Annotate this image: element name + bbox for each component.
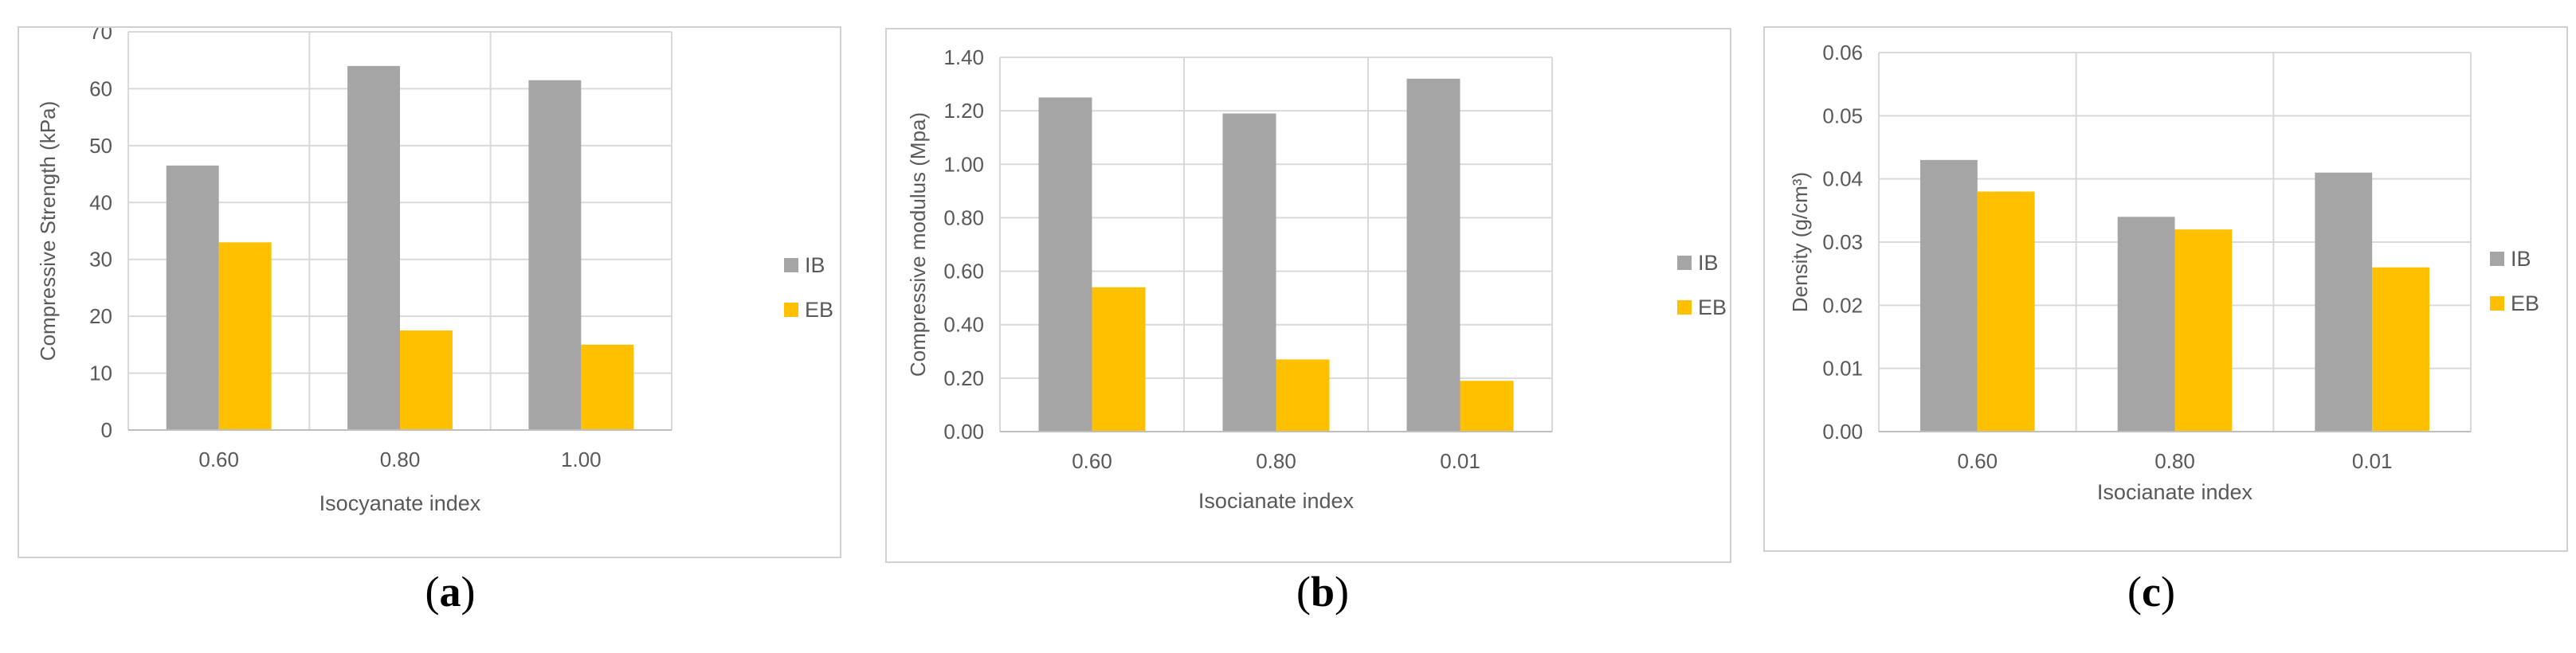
legend-label-eb: EB — [805, 298, 833, 322]
bar-eb — [1276, 359, 1330, 432]
y-tick-label: 1.40 — [943, 45, 984, 69]
chart-panel-b: 0.00 0.20 0.40 0.60 0.80 1.00 1.20 1.40 0.60 0.80… — [885, 28, 1731, 563]
x-tick-label: 0.80 — [1256, 449, 1296, 473]
legend-swatch-eb — [1677, 300, 1692, 315]
y-axis-title: Density (g/cm³) — [1788, 172, 1812, 312]
bar-ib — [347, 65, 400, 430]
y-tick-label: 0.00 — [943, 420, 984, 444]
bar-ib — [2117, 217, 2175, 432]
bar-ib — [1920, 159, 1978, 432]
y-tick-label: 0.03 — [1822, 230, 1863, 254]
x-axis-title: Isocianate index — [2097, 480, 2253, 504]
bar-ib — [1406, 78, 1461, 432]
bar-ib — [528, 80, 582, 430]
legend-label-ib: IB — [805, 253, 825, 277]
chart-svg-c: 0.00 0.01 0.02 0.03 0.04 0.05 0.06 0.60 0.80 0.01… — [1788, 41, 2539, 504]
y-tick-label: 60 — [89, 76, 112, 100]
y-tick-label: 0.04 — [1822, 167, 1863, 191]
x-tick-label: 0.60 — [1958, 449, 1998, 473]
legend-label-eb: EB — [2511, 291, 2539, 315]
y-tick-label: 0.00 — [1822, 420, 1863, 444]
bar-eb — [1092, 287, 1146, 432]
caption-b: (b) — [1296, 568, 1349, 616]
legend-swatch-eb — [784, 303, 798, 317]
legend-swatch-ib — [1677, 256, 1692, 270]
bar-eb — [2174, 229, 2233, 432]
legend-label-eb: EB — [1698, 295, 1727, 319]
y-tick-label: 0.02 — [1822, 293, 1863, 317]
bar-eb — [1460, 381, 1514, 432]
y-axis-title: Compressive Strength (kPa) — [36, 101, 60, 362]
legend-swatch-eb — [2490, 296, 2504, 311]
y-tick-label: 0.80 — [943, 205, 984, 229]
x-axis-title: Isocianate index — [1198, 489, 1355, 513]
y-tick-label: 0.05 — [1822, 104, 1863, 127]
bar-ib — [2315, 172, 2373, 432]
y-tick-label: 0.20 — [943, 366, 984, 390]
y-tick-label: 20 — [89, 304, 112, 328]
bar-ib — [166, 165, 219, 430]
legend-label-ib: IB — [2511, 247, 2531, 271]
bar-eb — [2372, 267, 2429, 432]
legend-swatch-ib — [2490, 252, 2504, 266]
y-tick-label: 10 — [89, 362, 112, 385]
y-tick-label: 50 — [89, 134, 112, 158]
y-tick-label: 0.40 — [943, 313, 984, 337]
y-tick-label: 30 — [89, 248, 112, 272]
y-tick-label: 1.00 — [943, 152, 984, 176]
bar-ib — [1038, 97, 1092, 432]
bar-eb — [400, 330, 453, 430]
y-tick-label: 1.20 — [943, 99, 984, 123]
x-tick-label: 0.80 — [2155, 449, 2195, 473]
bar-eb — [581, 344, 634, 430]
chart-panel-c: 0.00 0.01 0.02 0.03 0.04 0.05 0.06 0.60 0.80 0.01… — [1763, 26, 2568, 552]
legend-label-ib: IB — [1698, 251, 1719, 275]
y-tick-label: 0.60 — [943, 260, 984, 283]
legend-swatch-ib — [784, 258, 798, 272]
y-tick-label: 0 — [101, 418, 112, 442]
x-tick-label: 0.01 — [1440, 449, 1480, 473]
chart-svg-b: 0.00 0.20 0.40 0.60 0.80 1.00 1.20 1.40 0.60 0.80… — [906, 45, 1727, 513]
chart-svg-a: 0 10 20 30 40 50 60 70 0.60 0.80 1.00 Isocyanate in… — [36, 28, 833, 515]
y-tick-label: 0.01 — [1822, 357, 1863, 381]
x-tick-label: 0.80 — [380, 448, 421, 471]
x-tick-label: 0.01 — [2352, 449, 2393, 473]
x-tick-label: 0.60 — [1072, 449, 1112, 473]
x-tick-label: 0.60 — [198, 448, 239, 471]
y-tick-label: 70 — [89, 28, 112, 44]
y-tick-label: 40 — [89, 190, 112, 214]
caption-a: (a) — [425, 568, 476, 616]
bar-eb — [218, 242, 272, 430]
chart-panel-a: 0 10 20 30 40 50 60 70 0.60 0.80 1.00 Isocyanate in… — [18, 26, 841, 558]
y-axis-title: Compressive modulus (Mpa) — [906, 112, 930, 377]
y-tick-label: 0.06 — [1822, 41, 1863, 65]
x-axis-title: Isocyanate index — [320, 491, 481, 515]
caption-c: (c) — [2127, 568, 2175, 616]
bar-ib — [1222, 113, 1276, 432]
bar-eb — [1977, 191, 2035, 432]
x-tick-label: 1.00 — [561, 448, 602, 471]
